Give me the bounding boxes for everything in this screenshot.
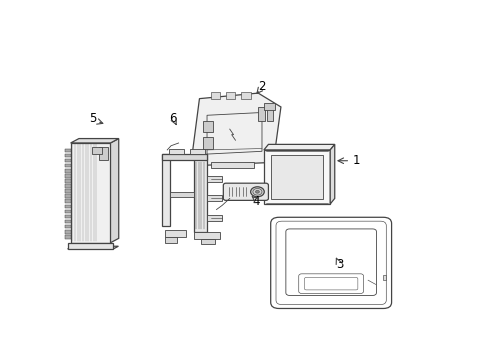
Bar xyxy=(203,121,212,132)
Polygon shape xyxy=(270,155,323,199)
Polygon shape xyxy=(65,179,70,183)
Polygon shape xyxy=(264,144,334,150)
Polygon shape xyxy=(206,215,222,221)
Polygon shape xyxy=(65,210,70,213)
Polygon shape xyxy=(161,154,169,226)
Polygon shape xyxy=(193,232,220,239)
Polygon shape xyxy=(241,92,250,99)
Text: 5: 5 xyxy=(89,112,96,125)
Bar xyxy=(264,103,275,110)
Polygon shape xyxy=(65,174,70,177)
Polygon shape xyxy=(65,235,70,239)
Polygon shape xyxy=(169,192,193,197)
Text: 2: 2 xyxy=(258,80,265,93)
Polygon shape xyxy=(65,194,70,198)
Polygon shape xyxy=(65,215,70,218)
Polygon shape xyxy=(65,154,70,157)
Polygon shape xyxy=(225,92,235,99)
Polygon shape xyxy=(65,204,70,208)
Polygon shape xyxy=(264,150,329,204)
Polygon shape xyxy=(65,159,70,162)
Bar xyxy=(92,147,102,154)
Polygon shape xyxy=(210,162,254,168)
Polygon shape xyxy=(67,246,118,249)
Polygon shape xyxy=(169,149,184,154)
Circle shape xyxy=(250,187,264,197)
Polygon shape xyxy=(258,107,264,121)
Polygon shape xyxy=(165,237,176,243)
Polygon shape xyxy=(65,225,70,229)
Text: 6: 6 xyxy=(169,112,177,125)
Polygon shape xyxy=(65,220,70,223)
Polygon shape xyxy=(110,139,119,243)
Polygon shape xyxy=(206,195,222,201)
Bar xyxy=(383,275,386,280)
Polygon shape xyxy=(65,189,70,193)
Polygon shape xyxy=(70,143,110,243)
Polygon shape xyxy=(189,149,205,154)
Polygon shape xyxy=(65,184,70,188)
Polygon shape xyxy=(201,239,214,244)
Polygon shape xyxy=(165,230,186,237)
Polygon shape xyxy=(206,176,222,182)
Polygon shape xyxy=(65,149,70,152)
FancyBboxPatch shape xyxy=(223,183,268,201)
Polygon shape xyxy=(193,154,206,232)
Polygon shape xyxy=(65,164,70,167)
Text: 4: 4 xyxy=(252,195,260,208)
Polygon shape xyxy=(191,93,280,165)
Polygon shape xyxy=(65,199,70,203)
Polygon shape xyxy=(266,107,273,121)
Bar xyxy=(99,147,108,159)
Polygon shape xyxy=(70,139,119,143)
Polygon shape xyxy=(161,154,206,159)
Polygon shape xyxy=(210,92,220,99)
Text: 3: 3 xyxy=(335,258,343,271)
Bar xyxy=(203,138,212,149)
Text: 1: 1 xyxy=(351,154,359,167)
Polygon shape xyxy=(329,144,334,204)
Polygon shape xyxy=(65,169,70,172)
Polygon shape xyxy=(67,243,113,249)
Circle shape xyxy=(255,190,259,193)
Polygon shape xyxy=(65,230,70,234)
